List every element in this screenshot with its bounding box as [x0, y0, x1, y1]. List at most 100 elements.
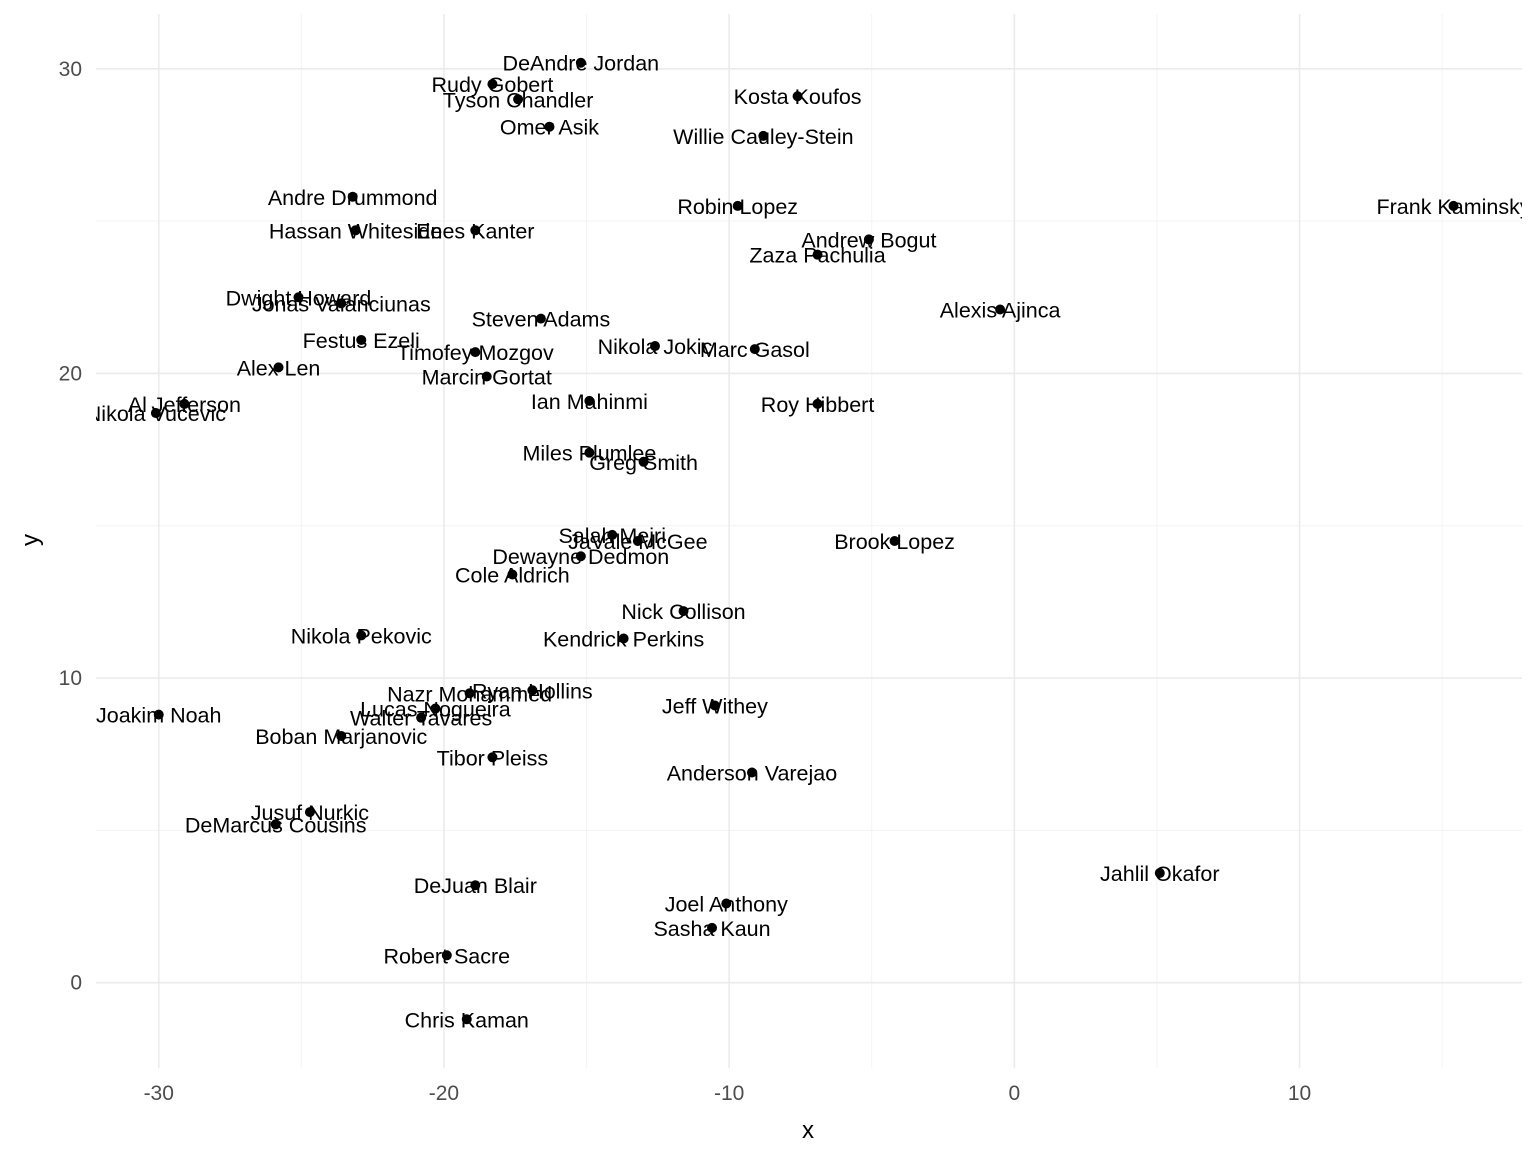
data-point-label: Chris Kaman	[405, 1008, 529, 1032]
data-point	[575, 551, 586, 562]
major-gridlines	[96, 14, 1522, 1068]
data-point-label: Andre Drummond	[268, 186, 438, 210]
data-point	[749, 344, 760, 355]
data-point-label: Tyson Chandler	[443, 88, 594, 112]
data-point-label: Steven Adams	[472, 308, 611, 332]
data-point	[153, 709, 164, 720]
data-point	[678, 606, 689, 617]
y-axis-title: y	[17, 534, 44, 546]
data-point-label: JaVale McGee	[568, 530, 707, 554]
data-point-label: Lucas Nogueira	[360, 698, 511, 722]
data-point	[709, 700, 720, 711]
data-point	[336, 730, 347, 741]
data-point-label: Frank Kaminsky	[1376, 195, 1530, 219]
data-point	[649, 341, 660, 352]
data-point-label: Jonas Valanciunas	[252, 292, 431, 316]
data-point	[461, 1014, 472, 1025]
data-point-label: Nikola Jokic	[598, 335, 713, 359]
data-point-label: Nazr Mohammed	[387, 682, 552, 706]
data-point	[507, 569, 518, 580]
data-point	[535, 313, 546, 324]
data-point-label: Nick Collison	[621, 600, 745, 624]
data-point	[273, 362, 284, 373]
data-point	[470, 225, 481, 236]
data-point-label: DeAndre Jordan	[503, 52, 660, 76]
data-point-label: Brook Lopez	[834, 530, 955, 554]
y-tick-label: 30	[59, 58, 82, 81]
data-point-label: Kosta Koufos	[734, 85, 862, 109]
data-point-label: Nikola Pekovic	[291, 624, 432, 648]
data-point	[470, 347, 481, 358]
data-point-label: Greg Smith	[589, 451, 698, 475]
y-tick-label: 0	[70, 972, 82, 995]
data-point	[150, 408, 161, 419]
data-point	[481, 371, 492, 382]
data-point	[584, 395, 595, 406]
data-point	[863, 234, 874, 245]
data-point	[527, 685, 538, 696]
y-axis-tick-labels: 0 10 20 30	[59, 58, 82, 995]
data-point-label: Rudy Gobert	[431, 73, 553, 97]
data-point	[430, 703, 441, 714]
data-point	[1154, 868, 1165, 879]
data-point-label: Anderson Varejao	[667, 762, 838, 786]
data-point	[721, 898, 732, 909]
data-point	[812, 398, 823, 409]
data-point	[746, 767, 757, 778]
x-tick-label: -30	[144, 1082, 174, 1105]
data-point	[293, 292, 304, 303]
data-point	[618, 633, 629, 644]
data-point	[732, 200, 743, 211]
data-point	[607, 529, 618, 540]
data-point	[1448, 200, 1459, 211]
data-point	[356, 630, 367, 641]
data-point	[304, 807, 315, 818]
data-point-label: Robin Lopez	[677, 195, 798, 219]
data-point-label: Enes Kanter	[416, 219, 534, 243]
x-tick-label: -20	[429, 1082, 459, 1105]
data-point	[470, 880, 481, 891]
data-point-label: Salah Mejri	[558, 524, 666, 548]
data-point-label: DeJuan Blair	[414, 874, 537, 898]
data-point-label: Marcin Gortat	[422, 366, 552, 390]
data-point-label: Miles Plumlee	[522, 442, 656, 466]
data-point-label: Jeff Withey	[662, 694, 768, 718]
data-point	[995, 304, 1006, 315]
x-tick-label: 10	[1288, 1082, 1311, 1105]
data-point	[632, 536, 643, 546]
data-point-label: Boban Marjanovic	[255, 725, 427, 749]
data-point	[758, 130, 769, 141]
data-point	[487, 752, 498, 763]
data-point	[416, 712, 427, 723]
data-point-label: Roy Hibbert	[761, 393, 875, 417]
data-point-label: Joakim Noah	[96, 704, 221, 728]
data-point-label: Walter Tavares	[350, 707, 492, 731]
data-point-label: Omer Asik	[500, 116, 599, 140]
data-point-label: Hassan Whiteside	[269, 219, 442, 243]
data-point-label: Nikola Vucevic	[86, 402, 226, 426]
x-axis-tick-labels: -30 -20 -10 0 10	[144, 1082, 1312, 1105]
data-point	[179, 398, 190, 409]
data-point	[513, 94, 524, 105]
data-point-label: Joel Anthony	[665, 893, 788, 917]
data-point-label: Kendrick Perkins	[543, 627, 704, 651]
data-point-label: Ian Mahinmi	[531, 390, 648, 414]
x-tick-label: 0	[1009, 1082, 1021, 1105]
data-point-label: Al Jefferson	[128, 393, 241, 417]
data-point	[487, 79, 498, 90]
data-point-label: Alex Len	[237, 356, 321, 380]
data-point-label: Tibor Pleiss	[437, 746, 549, 770]
data-point-label: Zaza Pachulia	[749, 244, 885, 268]
data-point-label: Jusuf Nurkic	[251, 801, 370, 825]
data-point-label: DeMarcus Cousins	[185, 813, 367, 837]
data-point	[356, 334, 367, 345]
y-tick-label: 10	[59, 667, 82, 690]
minor-gridlines	[96, 14, 1522, 1068]
data-point	[707, 922, 718, 933]
data-point-label: Andrew Bogut	[801, 228, 936, 252]
data-point-label: Jahlil Okafor	[1100, 862, 1220, 886]
data-point-label: Dwight Howard	[226, 286, 372, 310]
data-point	[889, 536, 900, 546]
data-point	[270, 819, 281, 830]
